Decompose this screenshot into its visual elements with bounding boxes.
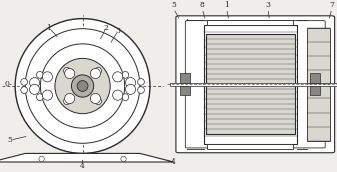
Text: 8: 8 [200,1,205,9]
Bar [310,86,320,95]
Ellipse shape [121,156,126,162]
Bar [206,34,295,134]
Bar [180,73,190,83]
Ellipse shape [125,78,135,88]
Ellipse shape [122,72,129,78]
Text: 4: 4 [171,158,176,166]
Ellipse shape [36,94,43,100]
Ellipse shape [64,98,70,105]
Ellipse shape [122,94,129,100]
Ellipse shape [36,72,43,78]
Text: 7: 7 [330,1,334,9]
Ellipse shape [137,87,144,93]
Ellipse shape [15,19,150,153]
Ellipse shape [42,90,53,100]
Bar [207,20,293,25]
Text: 4: 4 [80,162,85,170]
Ellipse shape [65,93,75,104]
Text: 5: 5 [171,1,176,9]
Ellipse shape [90,68,100,79]
Ellipse shape [25,29,140,143]
FancyBboxPatch shape [185,21,325,148]
Text: 3: 3 [266,1,270,9]
Ellipse shape [64,67,70,74]
Ellipse shape [90,93,100,104]
Ellipse shape [113,72,123,82]
Ellipse shape [95,67,101,74]
Bar [307,28,330,141]
Text: 1: 1 [224,1,229,9]
Ellipse shape [95,98,101,105]
FancyBboxPatch shape [176,16,335,153]
Ellipse shape [113,90,123,100]
Ellipse shape [125,84,135,94]
Ellipse shape [30,78,40,88]
Bar [207,144,293,149]
Ellipse shape [39,156,44,162]
Text: 0: 0 [5,80,10,88]
Text: 3: 3 [116,27,120,35]
Ellipse shape [40,44,125,128]
Ellipse shape [55,58,110,114]
Ellipse shape [137,79,144,85]
Text: 2: 2 [104,24,109,31]
Bar [170,83,337,86]
Bar [180,86,190,95]
Ellipse shape [42,72,53,82]
Ellipse shape [71,75,94,97]
Text: 1: 1 [47,24,51,31]
Ellipse shape [21,79,28,85]
Bar [310,73,320,83]
Ellipse shape [65,68,75,79]
Ellipse shape [77,81,88,91]
Bar [204,25,297,144]
Polygon shape [0,153,174,162]
Text: 5: 5 [8,136,12,144]
Ellipse shape [30,84,40,94]
Ellipse shape [21,87,28,93]
